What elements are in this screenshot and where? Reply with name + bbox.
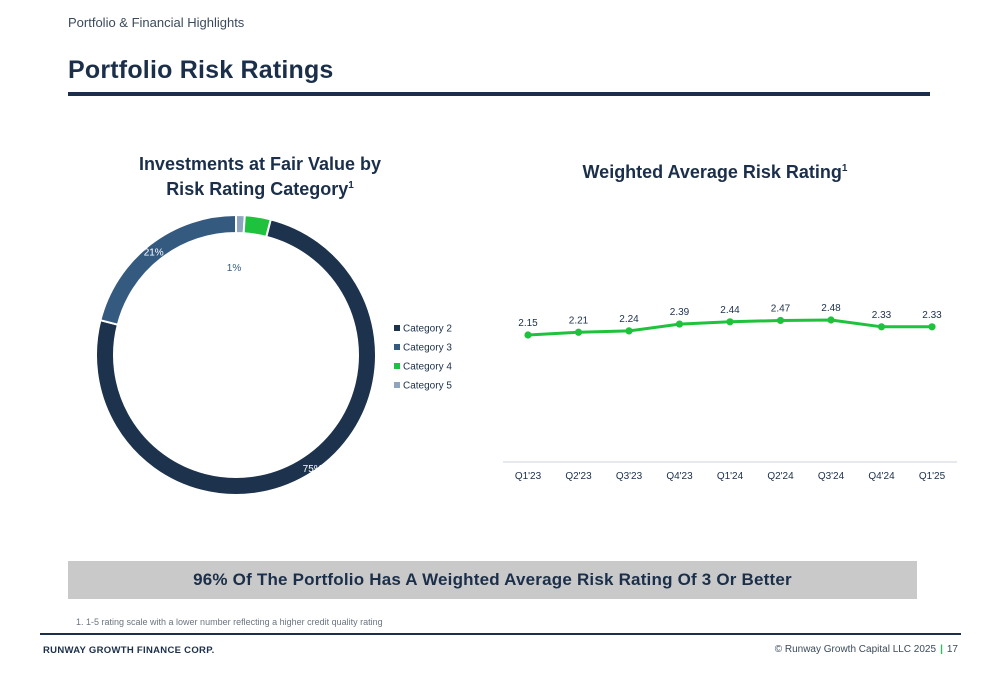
donut-value-label: 21% <box>144 247 164 258</box>
data-label: 2.15 <box>518 318 538 329</box>
footer-divider <box>40 633 961 635</box>
donut-value-label: 1% <box>227 263 242 274</box>
risk-rating-point <box>574 328 583 336</box>
x-tick-label: Q4'24 <box>868 471 895 482</box>
data-label: 2.47 <box>771 303 791 314</box>
footer-separator: | <box>940 644 943 655</box>
company-name: RUNWAY GROWTH FINANCE CORP. <box>43 645 215 656</box>
x-tick-label: Q1'24 <box>717 471 744 482</box>
footnote: 1. 1-5 rating scale with a lower number … <box>76 617 383 627</box>
summary-banner: 96% Of The Portfolio Has A Weighted Aver… <box>68 561 917 599</box>
data-label: 2.33 <box>922 310 942 321</box>
x-tick-label: Q3'24 <box>818 471 845 482</box>
data-label: 2.44 <box>720 305 740 316</box>
legend-label: Category 4 <box>403 362 452 373</box>
summary-banner-text: 96% Of The Portfolio Has A Weighted Aver… <box>193 570 792 589</box>
risk-rating-point <box>524 331 532 339</box>
data-label: 2.39 <box>670 307 690 318</box>
legend-label: Category 5 <box>403 381 452 392</box>
page-number: 17 <box>946 644 958 655</box>
legend-label: Category 3 <box>403 343 452 354</box>
donut-title-line1: Investments at Fair Value by <box>138 154 382 174</box>
x-tick-label: Q2'24 <box>767 471 794 482</box>
risk-rating-point <box>726 318 734 326</box>
x-tick-label: Q1'23 <box>515 471 542 482</box>
donut-chart-title: Investments at Fair Value by Risk Rating… <box>100 154 420 200</box>
donut-chart: 75% 21% 3% 1% Category 2 Category 3 Category 4… <box>95 215 452 496</box>
legend-swatch <box>394 382 400 388</box>
legend-swatch <box>394 344 400 350</box>
donut-value-label: 3% <box>250 222 265 233</box>
line-title-text: Weighted Average Risk Rating <box>582 162 842 182</box>
risk-rating-point <box>675 320 684 328</box>
footer-copyright: © Runway Growth Capital LLC 2025 | 17 <box>775 644 958 655</box>
risk-rating-point <box>827 316 835 324</box>
risk-rating-point <box>877 323 886 331</box>
line-chart-title: Weighted Average Risk Rating1 <box>540 158 890 183</box>
title-divider <box>68 92 930 96</box>
section-kicker: Portfolio & Financial Highlights <box>68 15 245 30</box>
line-chart: 2.15 2.21 2.24 2.39 2.44 2.47 2.48 2.33 2.33 Q1'2… <box>503 303 957 482</box>
data-label: 2.24 <box>619 314 639 325</box>
copyright-text: © Runway Growth Capital LLC 2025 <box>774 644 937 655</box>
data-label: 2.33 <box>872 310 892 321</box>
donut-value-label: 75% <box>303 464 323 475</box>
legend-swatch <box>394 325 400 331</box>
risk-rating-point <box>928 323 936 331</box>
risk-rating-point <box>625 327 633 335</box>
line-footnote-ref: 1 <box>841 163 848 174</box>
donut-slice-category-3 <box>99 215 237 326</box>
donut-footnote-ref: 1 <box>348 180 354 191</box>
x-tick-label: Q1'25 <box>919 471 946 482</box>
x-tick-label: Q3'23 <box>616 471 643 482</box>
legend-swatch <box>394 363 400 369</box>
legend-label: Category 2 <box>403 324 452 335</box>
donut-title-line2: Risk Rating Category <box>166 179 349 199</box>
page-title: Portfolio Risk Ratings <box>68 56 334 84</box>
data-label: 2.21 <box>569 315 589 326</box>
data-label: 2.48 <box>821 303 841 314</box>
x-tick-label: Q2'23 <box>565 471 592 482</box>
risk-rating-point <box>776 316 785 325</box>
x-tick-label: Q4'23 <box>666 471 693 482</box>
